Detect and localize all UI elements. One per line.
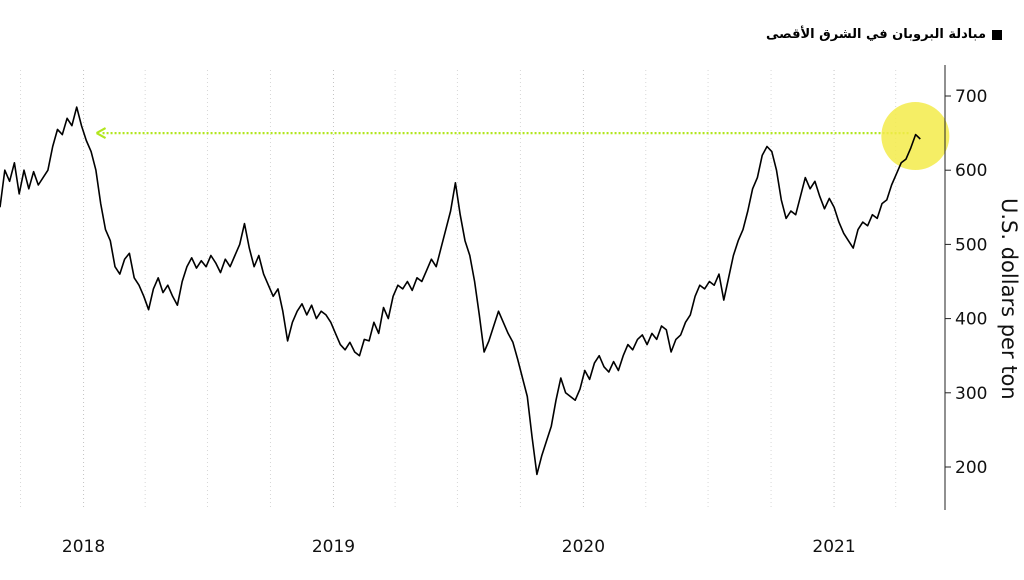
y-axis-label: U.S. dollars per ton — [997, 198, 1021, 400]
x-tick-label: 2018 — [62, 537, 105, 557]
legend-label: مبادلة البروبان في الشرق الأقصى — [766, 27, 986, 42]
x-tick-label: 2021 — [812, 537, 855, 557]
legend-swatch — [992, 29, 1002, 40]
y-tick-label: 200 — [955, 458, 987, 478]
y-tick-label: 600 — [955, 161, 987, 181]
x-tick-label: 2019 — [312, 537, 355, 557]
series-line — [0, 106, 921, 476]
y-tick-label: 700 — [955, 87, 987, 107]
legend: مبادلة البروبان في الشرق الأقصى — [766, 27, 1002, 42]
y-tick-label: 300 — [955, 384, 987, 404]
y-tick-label: 500 — [955, 235, 987, 255]
x-tick-label: 2020 — [562, 537, 605, 557]
y-tick-label: 400 — [955, 310, 987, 330]
reference-arrowhead — [96, 127, 107, 140]
